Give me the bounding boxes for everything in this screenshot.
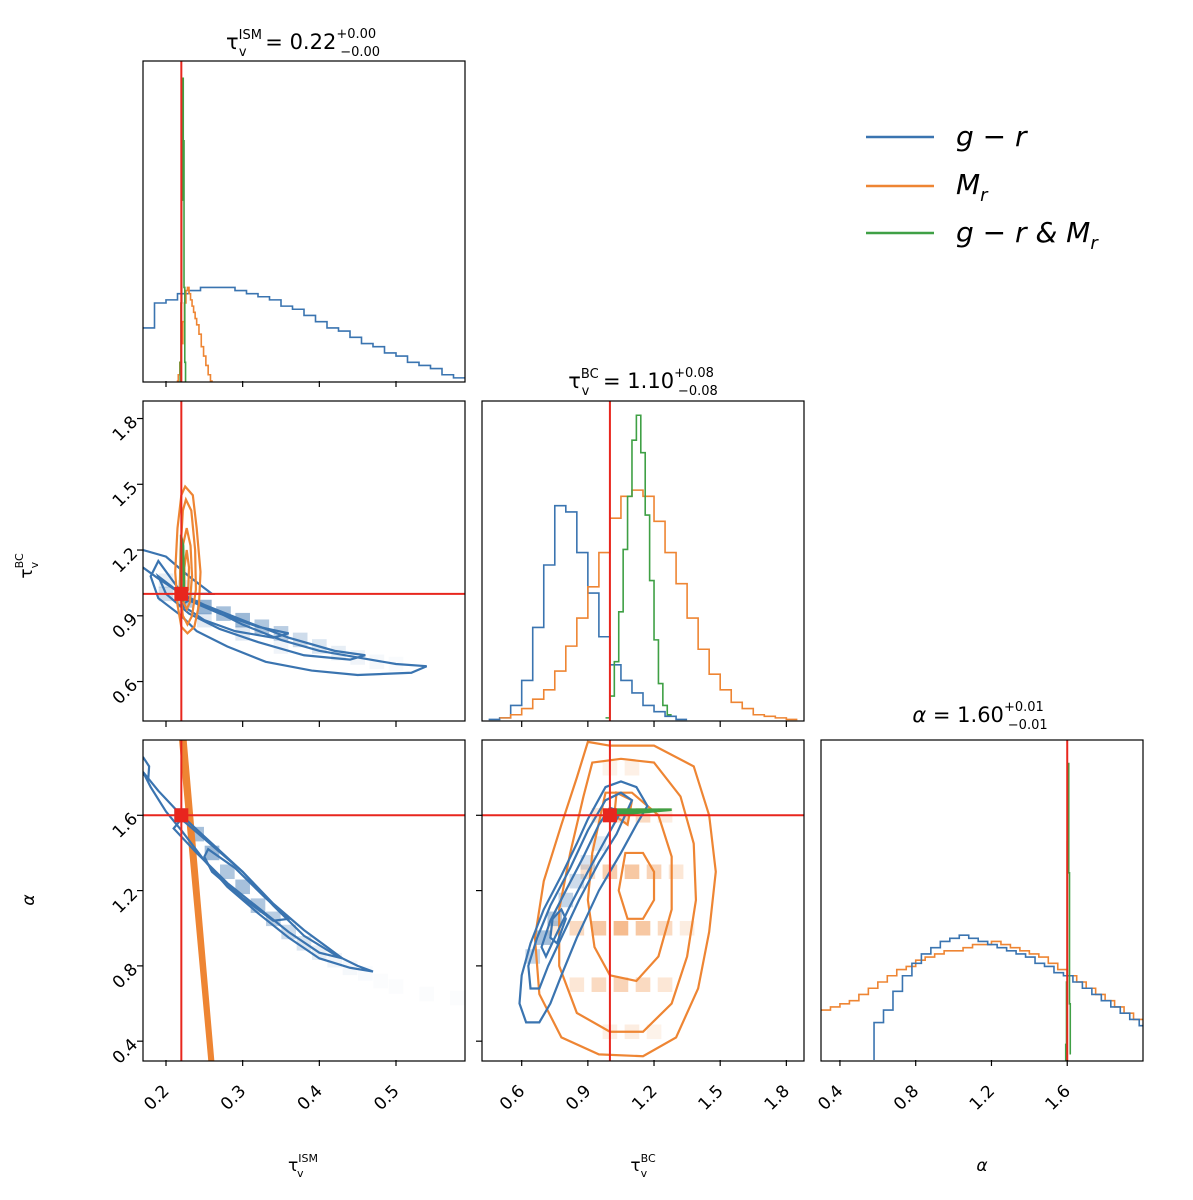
contour-g-minus-r [172,817,343,960]
x-tick-label: 1.2 [966,1081,999,1114]
hist-line-combined [605,414,672,719]
x-tick-label: 0.3 [217,1081,250,1114]
density-cell-m-r [657,977,673,992]
contour-g-minus-r [549,907,567,946]
contour-m-r [533,740,717,1058]
panel-joint-tau-ism-tau-bc [142,400,466,722]
hist-line-m-r [499,489,798,721]
contour-g-minus-r [143,771,374,973]
title-alpha: α = 1.60+0.01 −0.01 [912,700,1047,733]
density-cell-m-r [613,920,629,936]
x-tick-label: 0.8 [890,1081,923,1114]
density-cell-m-r [569,977,585,992]
density-cell-g-minus-r [220,864,235,880]
contour-m-r [174,484,202,635]
contour-g-minus-r [179,599,289,639]
truth-marker [174,586,189,601]
y-tick-label: 0.6 [109,675,142,708]
y-tick-label: 0.4 [109,1035,142,1068]
x-tick-label: 0.6 [496,1081,529,1114]
contour-m-r [617,851,656,920]
x-tick-label: 1.5 [694,1081,727,1114]
axis-ticks: 0.2 0.3 0.4 0.5 0.6 0.9 1.2 1.5 1.8 0.4 0.8 1.2 1.6 0… [109,381,1075,1115]
density-cell-m-r [657,920,673,936]
x-tick-label: 0.9 [562,1081,595,1114]
density-cell-m-r [591,920,607,936]
x-tick-label: 1.6 [1042,1081,1075,1114]
title-tau-ism: τISM v = 0.22+0.00 −0.00 [226,27,380,60]
density-cell-g-minus-r [450,991,465,1006]
y-tick-label: 1.6 [109,809,142,842]
density-cell-g-minus-r [373,974,388,989]
xlabel-tau-bc: τBC v [630,1152,656,1180]
panel-joint-tau-ism-alpha [142,739,466,1062]
legend-label-m-r: Mr [956,168,989,206]
y-tick-label: 1.2 [109,884,142,917]
panel-hist-alpha [820,739,1144,1062]
x-tick-label: 0.5 [370,1081,403,1114]
contour-m-r [558,757,698,1033]
density-cell-g-minus-r [419,987,434,1002]
hist-line-g-minus-r [873,934,1143,1060]
density-cell-m-r [635,977,651,992]
density-cell-g-minus-r [235,879,250,895]
legend-label-combined: g − r & Mr [956,216,1099,254]
y-tick-label: 1.8 [109,412,142,445]
y-tick-label: 0.9 [109,610,142,643]
contour-g-minus-r [143,756,151,780]
panel-joint-tau-bc-alpha [481,739,805,1062]
ylabel-tau-bc: τBC v [13,553,41,579]
density-cell-m-r [624,760,640,776]
x-tick-label: 1.8 [761,1081,794,1114]
x-tick-label: 1.2 [628,1081,661,1114]
ylabel-alpha: α [19,894,39,905]
truth-marker [602,808,617,823]
density-cell-m-r [591,977,607,992]
band-m-r [179,740,215,1061]
y-tick-label: 1.2 [109,544,142,577]
hist-line-m-r [821,940,1143,1021]
contour-g-minus-r [203,847,292,922]
xlabel-alpha: α [976,1156,987,1176]
y-tick-label: 0.8 [109,960,142,993]
density-cell-m-r [646,1024,662,1040]
legend-label-g-minus-r: g − r [956,120,1028,153]
density-cell-m-r [613,977,629,992]
legend: g − r Mr g − r & Mr [866,120,1099,254]
x-tick-label: 0.4 [294,1081,327,1114]
hist-line-g-minus-r [488,504,688,721]
contour-g-minus-r [540,806,623,960]
density-cell-g-minus-r [389,979,404,994]
xlabel-tau-ism: τISM v [288,1152,318,1180]
panel-hist-tau-bc [481,400,805,722]
contour-g-minus-r [518,780,649,1024]
density-cell-m-r [635,920,651,936]
panel-hist-tau-ism [142,60,466,383]
y-tick-label: 1.5 [109,478,142,511]
contour-g-minus-r [149,558,428,677]
x-tick-label: 0.4 [814,1081,847,1114]
title-tau-bc: τBC v = 1.10+0.08 −0.08 [568,366,718,399]
hist-line-g-minus-r [143,286,465,379]
x-tick-label: 0.2 [140,1081,173,1114]
truth-marker [174,808,189,823]
density-cell-m-r [624,864,640,880]
